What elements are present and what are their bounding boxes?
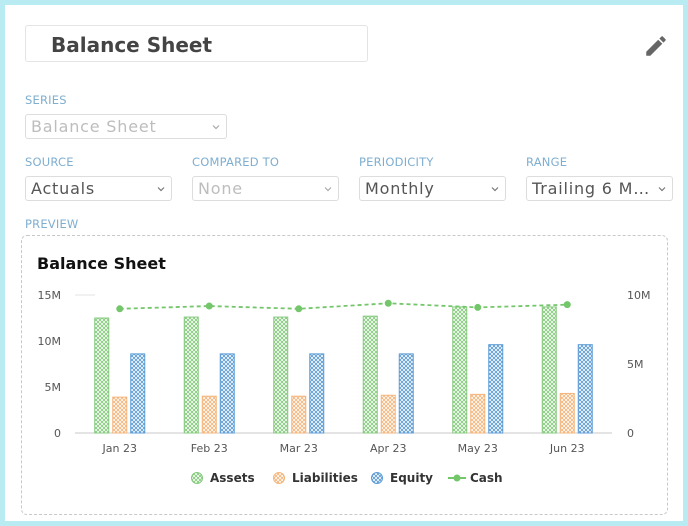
- cash-point: [474, 303, 482, 311]
- range-select[interactable]: Trailing 6 Mo...: [526, 176, 673, 201]
- series-label: SERIES: [25, 93, 67, 107]
- source-label: SOURCE: [25, 155, 74, 169]
- chevron-down-icon: [157, 187, 165, 192]
- y-left-tick-label: 0: [54, 427, 61, 440]
- report-title-field[interactable]: Balance Sheet: [25, 25, 368, 62]
- chart-title: Balance Sheet: [37, 254, 166, 273]
- x-tick-label: May 23: [458, 442, 498, 455]
- legend-marker-equity[interactable]: [371, 472, 383, 484]
- cash-point: [205, 302, 213, 310]
- cash-point: [563, 301, 571, 309]
- bar-liabilities: [201, 395, 217, 434]
- edit-pencil-icon[interactable]: [643, 33, 669, 59]
- bar-equity: [577, 344, 593, 434]
- y-right-tick-label: 0: [627, 427, 634, 440]
- legend-label-equity[interactable]: Equity: [390, 471, 433, 485]
- bar-equity: [219, 353, 235, 434]
- x-tick-label: Mar 23: [280, 442, 318, 455]
- legend-label-assets[interactable]: Assets: [210, 471, 255, 485]
- x-tick-label: Apr 23: [370, 442, 407, 455]
- bar-assets: [362, 315, 378, 434]
- y-right-tick-label: 5M: [627, 358, 644, 371]
- bar-equity: [398, 353, 414, 434]
- legend-marker-cash[interactable]: [453, 474, 461, 482]
- bar-liabilities: [559, 392, 575, 434]
- bar-assets: [183, 316, 199, 434]
- y-left-tick-label: 5M: [45, 381, 62, 394]
- legend-label-liabilities[interactable]: Liabilities: [292, 471, 358, 485]
- y-right-tick-label: 10M: [627, 289, 651, 302]
- bar-assets: [94, 317, 110, 434]
- x-tick-label: Jan 23: [102, 442, 137, 455]
- preview-label: PREVIEW: [25, 217, 79, 231]
- cash-line: [119, 302, 568, 310]
- compared-to-select[interactable]: None: [192, 176, 339, 201]
- bar-assets: [273, 316, 289, 434]
- chevron-down-icon: [658, 187, 666, 192]
- report-title: Balance Sheet: [51, 33, 213, 57]
- legend-label-cash[interactable]: Cash: [470, 471, 503, 485]
- bar-equity: [488, 344, 504, 434]
- bar-assets: [452, 306, 468, 434]
- bar-equity: [130, 353, 146, 434]
- source-select[interactable]: Actuals: [25, 176, 172, 201]
- bar-liabilities: [112, 396, 128, 434]
- x-tick-label: Feb 23: [191, 442, 228, 455]
- series-select[interactable]: Balance Sheet: [25, 114, 227, 139]
- chart-preview-panel: [21, 235, 668, 515]
- legend-marker-assets[interactable]: [191, 472, 203, 484]
- bar-equity: [309, 353, 325, 434]
- cash-point: [116, 305, 124, 313]
- bar-liabilities: [470, 393, 486, 434]
- cash-point: [384, 299, 392, 307]
- range-label: RANGE: [526, 155, 568, 169]
- chevron-down-icon: [324, 187, 332, 192]
- compared-to-label: COMPARED TO: [192, 155, 280, 169]
- y-left-tick-label: 10M: [38, 335, 62, 348]
- x-tick-label: Jun 23: [549, 442, 585, 455]
- periodicity-select[interactable]: Monthly: [359, 176, 506, 201]
- chevron-down-icon: [212, 125, 220, 130]
- periodicity-label: PERIODICITY: [359, 155, 434, 169]
- cash-point: [295, 305, 303, 313]
- bar-assets: [541, 306, 557, 434]
- bar-liabilities: [380, 394, 396, 434]
- legend-marker-liabilities[interactable]: [273, 472, 285, 484]
- y-left-tick-label: 15M: [38, 289, 62, 302]
- chevron-down-icon: [491, 187, 499, 192]
- bar-liabilities: [291, 395, 307, 434]
